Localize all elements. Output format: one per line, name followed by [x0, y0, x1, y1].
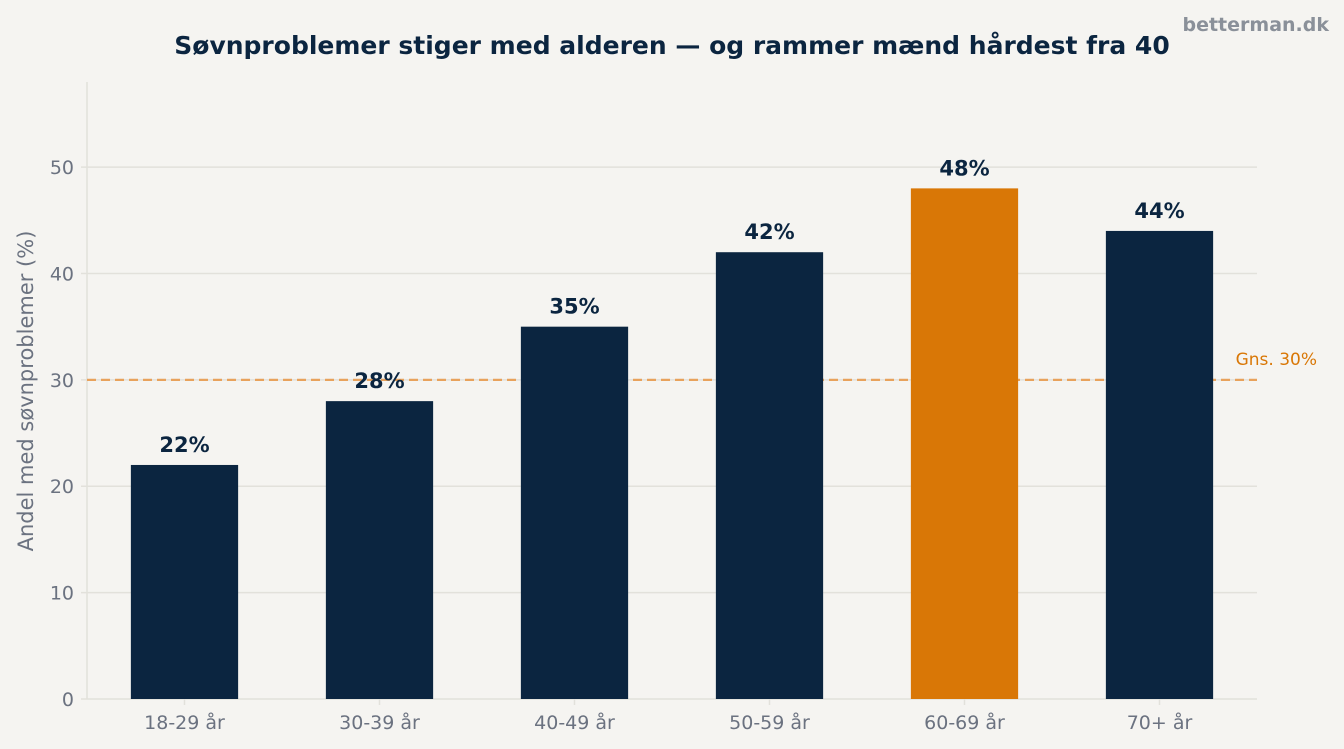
y-tick-label: 0	[62, 689, 74, 711]
bars	[130, 188, 1214, 699]
bar	[715, 252, 824, 699]
y-tick-label: 40	[50, 263, 74, 285]
watermark: betterman.dk	[1182, 14, 1329, 36]
y-tick-label: 30	[50, 370, 74, 392]
x-tick-label: 50-59 år	[729, 711, 810, 734]
bar-value-labels: 22% 28% 35% 42% 48% 44%	[159, 156, 1184, 457]
reference-line-group: Gns. 30%	[87, 350, 1317, 381]
grid-lines	[87, 166, 1257, 594]
y-axis-label: Andel med søvnproblemer (%)	[14, 231, 38, 552]
reference-line-label: Gns. 30%	[1236, 350, 1317, 370]
x-tick-label: 70+ år	[1127, 711, 1193, 734]
chart-title: Søvnproblemer stiger med alderen — og ra…	[174, 31, 1169, 60]
x-tick-label: 18-29 år	[144, 711, 225, 734]
x-tick-label: 30-39 år	[339, 711, 420, 734]
bar-value-label: 44%	[1134, 199, 1184, 223]
bar-value-label: 48%	[939, 156, 989, 180]
bar	[520, 326, 629, 699]
bar-value-label: 35%	[549, 295, 599, 319]
bar	[325, 401, 434, 699]
x-tick-label: 40-49 år	[534, 711, 615, 734]
x-axis-ticks: 18-29 år 30-39 år 40-49 år 50-59 år 60-69 år…	[144, 699, 1192, 734]
y-tick-label: 20	[50, 476, 74, 498]
bar-value-label: 22%	[159, 433, 209, 457]
y-tick-label: 10	[50, 583, 74, 605]
bar	[130, 464, 239, 699]
bar-value-label: 28%	[354, 369, 404, 393]
bar	[910, 188, 1019, 699]
axes	[86, 82, 1257, 700]
y-axis-ticks: 0 10 20 30 40 50	[50, 157, 87, 711]
bar	[1105, 230, 1214, 699]
y-tick-label: 50	[50, 157, 74, 179]
bar-value-label: 42%	[744, 220, 794, 244]
x-tick-label: 60-69 år	[924, 711, 1005, 734]
